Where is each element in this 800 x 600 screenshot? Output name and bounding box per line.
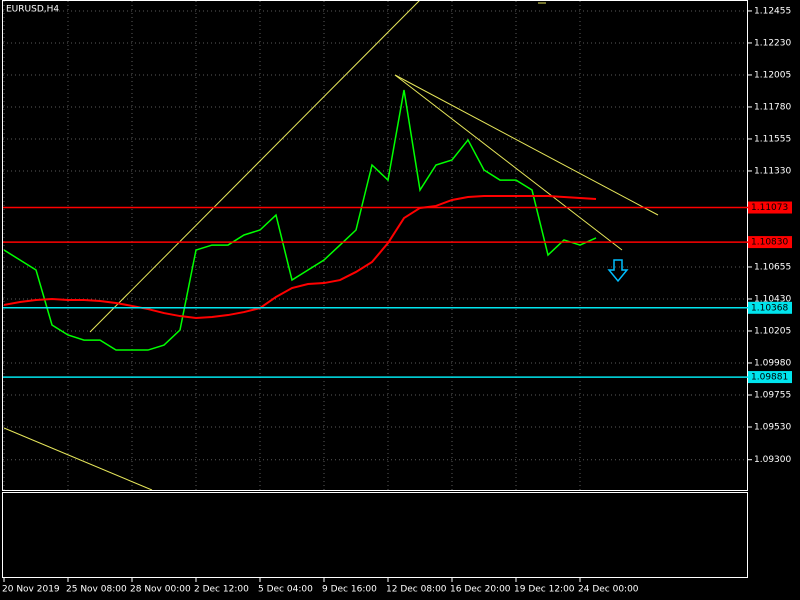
price-line <box>3 89 597 351</box>
moving-average <box>3 195 597 320</box>
y-tick-label: 1.12005 <box>754 70 791 80</box>
y-tick-label: 1.11330 <box>754 166 791 176</box>
overlay: 1.12455 1.12230 1.12005 1.11780 1.11555 1.113… <box>2 6 792 595</box>
y-tick-label: 1.09300 <box>754 455 791 465</box>
trend-lines <box>3 0 659 491</box>
price-level-label: 1.10368 <box>751 303 788 313</box>
x-tick-label: 19 Dec 12:00 <box>514 585 575 595</box>
price-level-tag <box>748 236 792 249</box>
sub-window-frame <box>2 492 748 578</box>
price-level-tag <box>748 301 792 314</box>
y-tick-label: 1.11555 <box>754 134 791 144</box>
x-tick-label: 9 Dec 16:00 <box>322 585 377 595</box>
y-tick-label: 1.10655 <box>754 262 791 272</box>
x-tick-label: 12 Dec 08:00 <box>386 585 447 595</box>
price-level-tag <box>748 201 792 214</box>
price-level-label: 1.10830 <box>751 238 788 248</box>
chart-title: EURUSD,H4 <box>6 5 59 15</box>
x-tick-label: 28 Nov 00:00 <box>130 585 191 595</box>
y-tick-label: 1.10430 <box>754 294 791 304</box>
trend-line <box>394 74 659 216</box>
x-tick-label: 20 Nov 2019 <box>2 585 60 595</box>
y-tick-label: 1.12455 <box>754 6 791 16</box>
y-tick-label: 1.09755 <box>754 390 791 400</box>
y-tick-label: 1.09980 <box>754 358 791 368</box>
sell-arrow <box>607 259 629 283</box>
y-tick-label: 1.11780 <box>754 102 791 112</box>
trend-line <box>394 74 623 251</box>
y-tick-label: 1.09530 <box>754 422 791 432</box>
price-level-label: 1.09881 <box>751 373 788 383</box>
x-tick-label: 25 Nov 08:00 <box>66 585 127 595</box>
trend-line <box>3 427 153 491</box>
x-tick-label: 5 Dec 04:00 <box>258 585 313 595</box>
price-level-label: 1.11073 <box>751 203 788 213</box>
y-tick-label: 1.10205 <box>754 326 791 336</box>
x-tick-label: 24 Dec 00:00 <box>578 585 639 595</box>
x-tick-label: 16 Dec 20:00 <box>450 585 511 595</box>
price-level-tag <box>748 371 792 384</box>
main-frame <box>2 0 748 491</box>
x-tick-label: 2 Dec 12:00 <box>194 585 249 595</box>
trend-line <box>89 0 421 333</box>
y-tick-label: 1.12230 <box>754 38 791 48</box>
